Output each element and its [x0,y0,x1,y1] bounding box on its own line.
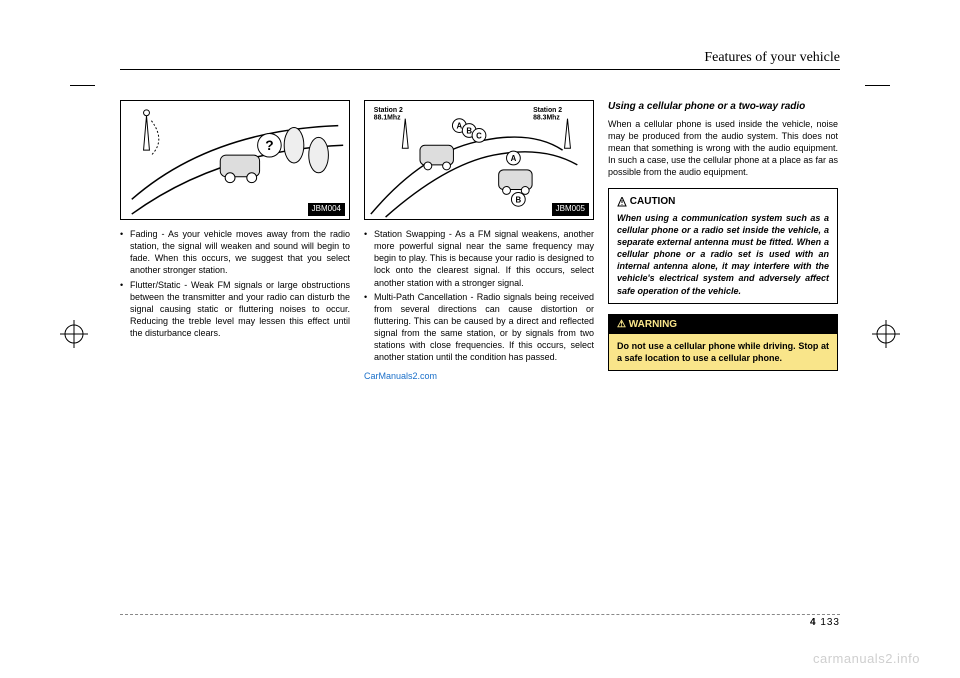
warning-box: ⚠ WARNING Do not use a cellular phone wh… [608,314,838,372]
section-title: Features of your vehicle [120,50,840,66]
watermark: carmanuals2.info [813,651,920,666]
svg-text:A: A [456,122,462,131]
source-link[interactable]: CarManuals2.com [364,370,594,382]
figure-fading: ? JBM004 [120,100,350,220]
caution-title: CAUTION [617,195,829,209]
paragraph: When a cellular phone is used inside the… [608,118,838,179]
registration-mark-icon [60,320,88,348]
svg-text:B: B [515,195,521,204]
column-3: Using a cellular phone or a two-way radi… [608,100,838,382]
crop-mark [70,85,95,86]
page-number: 133 [820,617,840,628]
page-footer: 4 133 [120,614,840,628]
svg-text:Station 2: Station 2 [533,107,562,114]
warning-icon: ⚠ [617,319,626,330]
svg-text:A: A [511,154,517,163]
header-rule [120,69,840,70]
svg-text:88.3Mhz: 88.3Mhz [533,115,560,122]
figure-swapping: Station 2 88.1Mhz Station 2 88.3Mhz [364,100,594,220]
chapter-number: 4 [810,617,817,628]
column-2: Station 2 88.1Mhz Station 2 88.3Mhz [364,100,594,382]
bullet-item: Flutter/Static - Weak FM signals or larg… [120,279,350,340]
question-mark-icon: ? [265,138,273,153]
crop-mark [865,85,890,86]
figure-fading-illustration: ? [121,101,349,219]
caution-label: CAUTION [630,196,676,207]
bullet-list: Station Swapping - As a FM signal weaken… [364,228,594,364]
warning-label: WARNING [629,319,677,330]
bullet-item: Multi-Path Cancellation - Radio signals … [364,291,594,364]
warning-body: Do not use a cellular phone while drivin… [609,334,837,370]
figure-code: JBM005 [552,203,589,216]
svg-text:B: B [466,126,472,135]
svg-text:88.1Mhz: 88.1Mhz [374,115,401,122]
warning-title: ⚠ WARNING [609,315,837,335]
bullet-item: Station Swapping - As a FM signal weaken… [364,228,594,289]
figure-swapping-illustration: Station 2 88.1Mhz Station 2 88.3Mhz [365,101,593,219]
svg-text:Station 2: Station 2 [374,107,403,114]
bullet-list: Fading - As your vehicle moves away from… [120,228,350,339]
bullet-item: Fading - As your vehicle moves away from… [120,228,350,277]
page-content: Features of your vehicle [120,60,840,600]
figure-code: JBM004 [308,203,345,216]
subheading: Using a cellular phone or a two-way radi… [608,100,838,114]
columns: ? JBM004 Fading - As your vehicle moves … [120,100,840,382]
column-1: ? JBM004 Fading - As your vehicle moves … [120,100,350,382]
registration-mark-icon [872,320,900,348]
caution-body: When using a communication system such a… [617,212,829,297]
caution-icon [617,196,627,207]
svg-text:C: C [476,131,482,140]
caution-box: CAUTION When using a communication syste… [608,188,838,303]
